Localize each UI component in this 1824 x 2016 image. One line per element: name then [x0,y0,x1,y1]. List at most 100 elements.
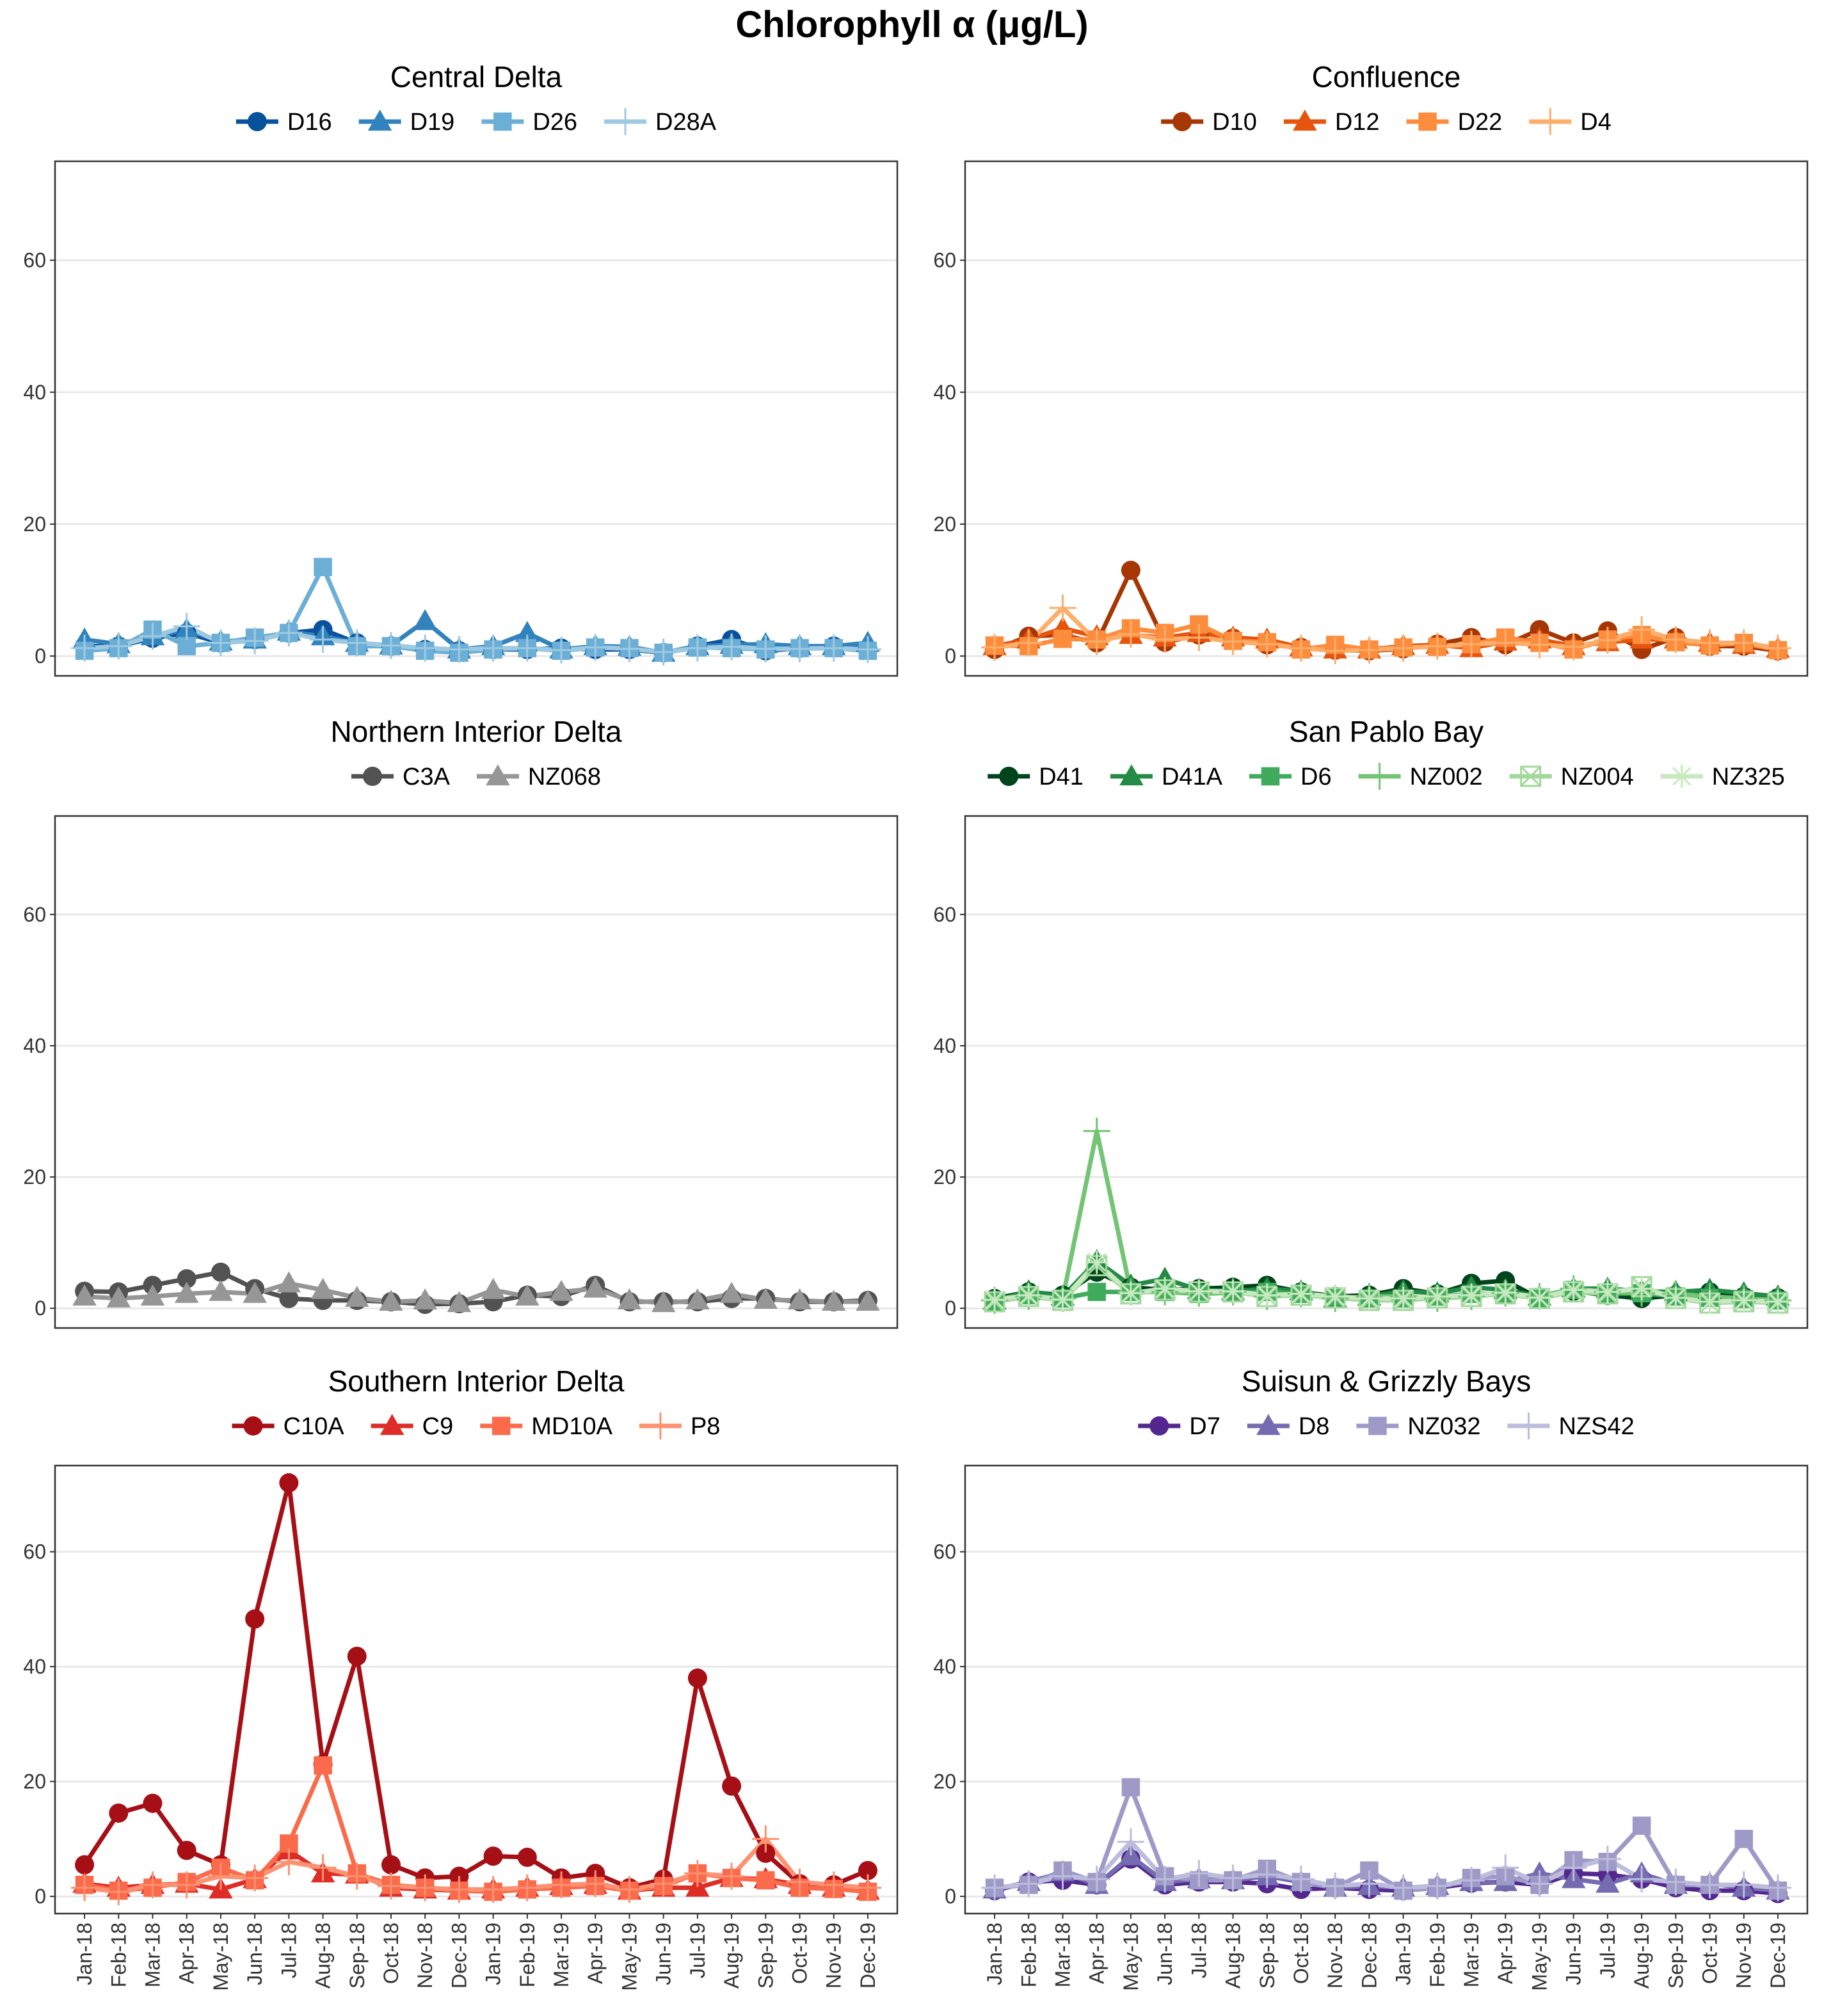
data-point [479,1876,507,1903]
data-point [447,1291,472,1313]
data-point [1356,1870,1383,1898]
data-point [718,1862,746,1890]
data-point [377,1872,404,1900]
legend-key-marker [612,108,639,135]
data-point [1766,1290,1789,1313]
data-point [548,1871,575,1899]
legend-key-marker [1537,108,1564,135]
y-tick-label: 40 [23,1034,46,1057]
data-point [650,1870,677,1898]
data-point [1153,1277,1177,1300]
x-tick-label: Jul-19 [686,1923,709,1978]
data-point [72,1284,97,1306]
x-tick-label: Feb-18 [107,1923,130,1987]
legend-key-marker [1368,1416,1387,1436]
legend-label: D22 [1458,109,1503,136]
x-tick-label: Jul-18 [1187,1923,1210,1978]
legend-label: MD10A [531,1413,612,1440]
series-markers-D28A [71,612,881,666]
y-tick-label: 40 [23,1655,46,1678]
legend-label: D41 [1039,764,1084,790]
data-point [858,1860,877,1880]
legend: D7 D8 NZ032 NZS42 [1138,1412,1635,1440]
panel-4: Southern Interior Delta C10A C9 MD10A P8 0 20 4… [23,1364,899,1991]
data-point [75,1855,95,1875]
data-point [310,1277,335,1299]
legend-key-marker [1119,764,1144,786]
data-point [1594,627,1621,654]
y-tick-label: 60 [933,249,956,272]
x-tick-label: Sep-18 [1256,1923,1279,1988]
data-point [1526,1870,1553,1898]
y-tick-label: 0 [945,1885,956,1908]
data-point [177,637,196,655]
y-tick-label: 0 [35,1297,46,1320]
data-point [275,1848,303,1876]
legend-key-marker [1670,765,1693,788]
data-point [517,1848,537,1868]
legend-label: D28A [655,109,717,136]
data-point [314,1756,332,1775]
data-point [1015,629,1043,657]
data-point [1119,1281,1142,1305]
data-point [1287,1866,1315,1893]
legend-key-marker [1261,767,1280,786]
data-point [1051,1288,1075,1311]
data-point [381,1855,401,1875]
legend-key-marker [1293,109,1317,131]
data-point [1117,1828,1144,1855]
x-tick-label: Jun-19 [652,1923,675,1985]
panel-border [54,815,899,1329]
data-point [753,1288,778,1309]
y-tick-label: 20 [933,1770,956,1793]
data-point [1594,1845,1621,1873]
data-point [515,1284,540,1306]
data-point [786,635,813,662]
data-point [413,1288,437,1309]
data-point [1423,1872,1451,1900]
data-point [718,633,746,660]
data-point [513,1874,541,1901]
data-point [445,636,473,663]
data-point [211,1262,230,1282]
x-tick-label: Dec-19 [1766,1923,1789,1988]
y-tick-label: 20 [23,1770,46,1793]
data-point [617,1288,642,1309]
legend-label: D4 [1580,109,1612,136]
data-point [821,1290,846,1311]
data-point [1357,1286,1381,1310]
data-point [854,636,881,663]
data-point [1253,630,1281,658]
data-point [1560,633,1587,660]
x-tick-label: Jun-18 [1153,1923,1176,1985]
data-point [582,1870,609,1898]
data-point [752,635,780,662]
x-tick-label: Nov-18 [413,1923,436,1988]
data-point [1764,634,1791,662]
data-point [1662,626,1690,653]
panel-2: Northern Interior Delta C3A NZ068 0 20 40 60 [23,715,899,1329]
legend-label: D26 [532,109,577,136]
data-point [820,634,847,662]
y-tick-label: 0 [945,644,956,668]
data-point [687,1668,707,1688]
data-point [513,634,541,662]
x-tick-label: Aug-18 [312,1923,335,1988]
x-tick-label: Mar-19 [550,1923,573,1987]
data-point [173,1871,200,1899]
legend-label: D12 [1335,109,1380,136]
data-point [1628,616,1656,643]
legend-label: NZ325 [1712,764,1785,790]
x-tick-label: Jan-19 [1392,1923,1415,1985]
series-line [994,1785,1780,1893]
data-point [616,635,643,662]
x-tick-label: May-18 [1119,1923,1142,1991]
legend-label: D19 [410,109,455,136]
y-tick-label: 0 [35,1885,46,1908]
data-point [1664,1286,1688,1309]
data-point [209,1279,233,1301]
data-point [583,1276,607,1298]
panel-title: Southern Interior Delta [328,1364,625,1398]
legend-label: C9 [422,1413,454,1440]
data-point [1151,626,1179,653]
